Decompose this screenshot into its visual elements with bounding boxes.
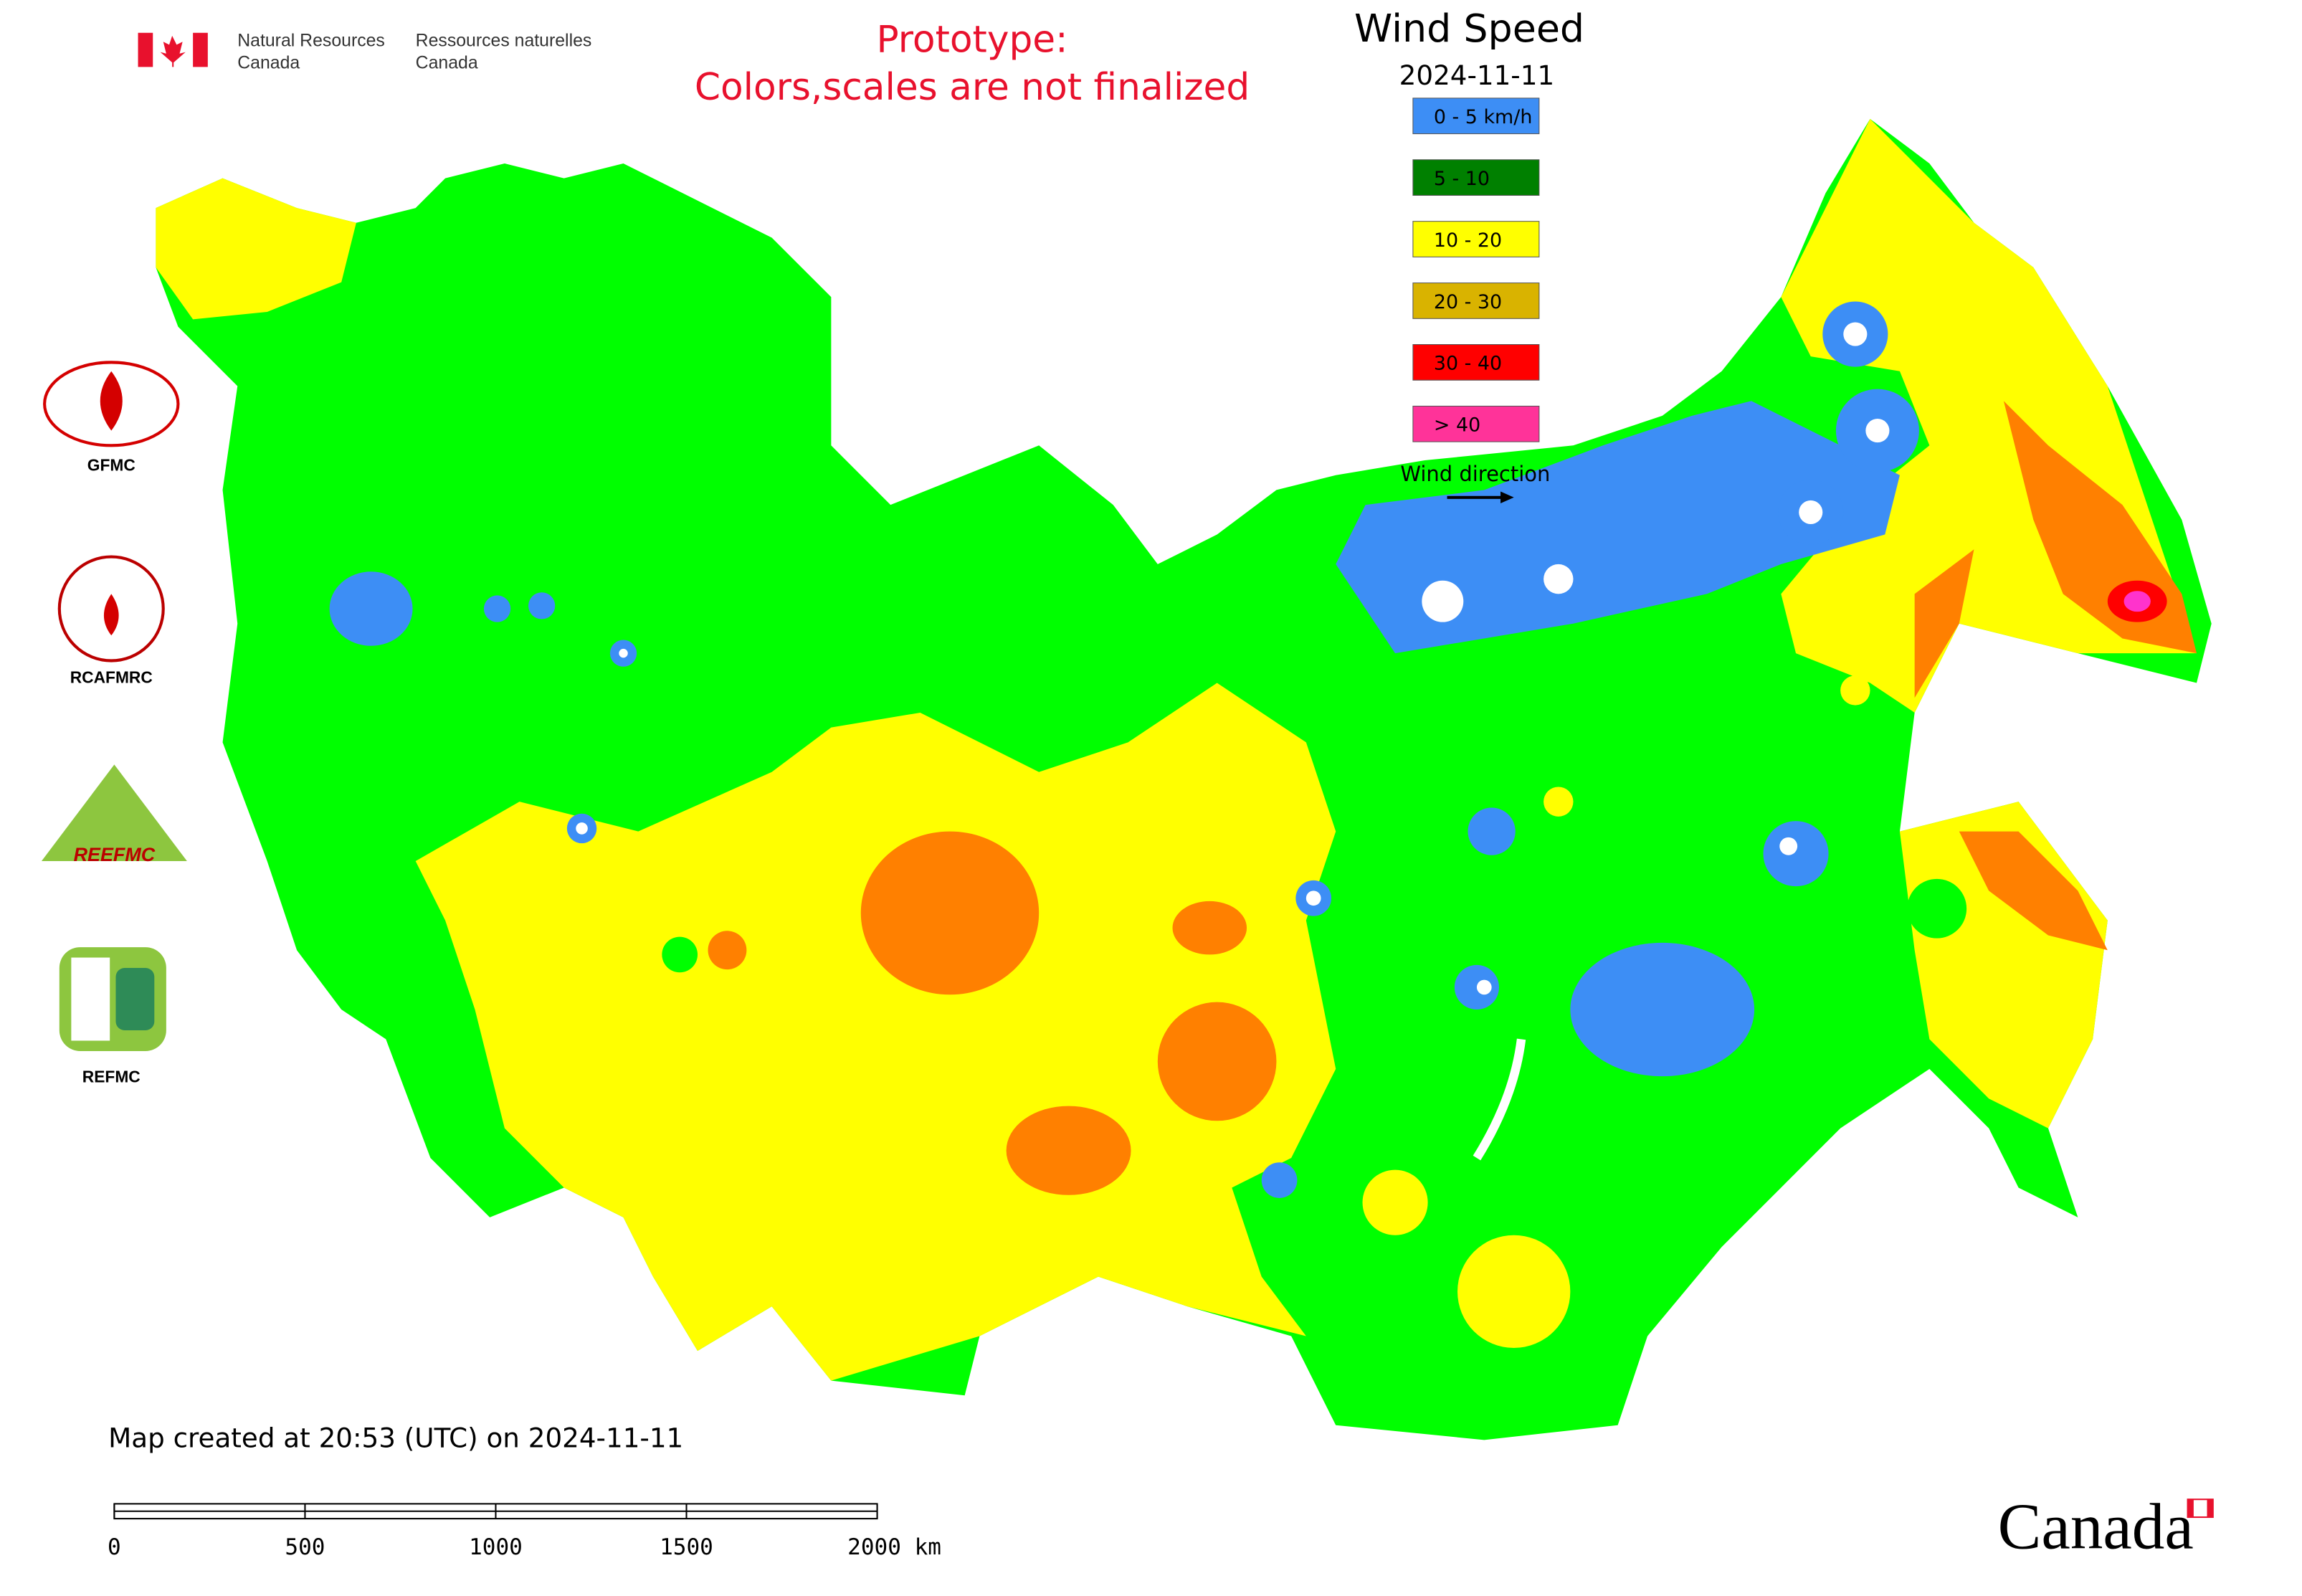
agency-en: Canada bbox=[237, 53, 300, 72]
logo-label: GFMC bbox=[87, 456, 135, 475]
wind-map bbox=[156, 118, 2212, 1440]
legend-swatch bbox=[1412, 344, 1540, 381]
logo-text: REEFMC bbox=[74, 844, 156, 865]
legend-label: 30 - 40 bbox=[1434, 353, 1502, 375]
notice: Colors,scales are not finalized bbox=[695, 66, 1250, 109]
legend-swatch bbox=[1412, 221, 1540, 257]
agency-fr: Ressources naturelles bbox=[416, 31, 592, 50]
scale-label: 1500 bbox=[660, 1534, 713, 1560]
legend-label: 0 - 5 km/h bbox=[1434, 106, 1533, 128]
logo-label: RCAFMRC bbox=[70, 668, 153, 687]
gov-signature: Natural Resources Canada Ressources natu… bbox=[138, 31, 592, 72]
legend-swatch bbox=[1412, 98, 1540, 135]
legend-label: > 40 bbox=[1434, 414, 1480, 437]
scale-label: 2000 km bbox=[847, 1534, 941, 1560]
legend-label: 20 - 30 bbox=[1434, 291, 1502, 313]
legend-date: 2024-11-11 bbox=[1399, 60, 1554, 91]
wind-arrow bbox=[1447, 491, 1514, 504]
wordmark: Canada bbox=[1998, 1491, 2194, 1563]
legend-label: 10 - 20 bbox=[1434, 229, 1502, 252]
logo-gfmc: GFMC bbox=[43, 361, 180, 475]
notice: Prototype: bbox=[876, 19, 1067, 62]
logo-label: REFMC bbox=[82, 1067, 141, 1086]
logo-rcafmrc: RCAFMRC bbox=[57, 555, 165, 687]
scale-bar: 0 500 1000 1500 2000 km bbox=[108, 1503, 941, 1560]
legend-swatch bbox=[1412, 405, 1540, 442]
scale-label: 0 bbox=[108, 1534, 121, 1560]
wind-direction-label: Wind direction bbox=[1400, 462, 1550, 486]
scale-label: 1000 bbox=[469, 1534, 523, 1560]
legend-label: 5 - 10 bbox=[1434, 168, 1490, 190]
scale-label: 500 bbox=[285, 1534, 325, 1560]
legend-title: Wind Speed bbox=[1354, 6, 1584, 51]
agency-fr: Canada bbox=[416, 53, 478, 72]
logo-reefmc: REEFMC bbox=[41, 764, 187, 865]
agency-en: Natural Resources bbox=[237, 31, 385, 50]
created-note: Map created at 20:53 (UTC) on 2024-11-11 bbox=[108, 1422, 683, 1454]
legend: 0 - 5 km/h 5 - 10 10 - 20 20 - 30 30 - 40 > 4… bbox=[1412, 98, 1540, 442]
canada-wordmark: Canada bbox=[1998, 1491, 2214, 1563]
legend-swatch bbox=[1412, 282, 1540, 319]
logo-refmc: REFMC bbox=[59, 947, 166, 1086]
legend-swatch bbox=[1412, 159, 1540, 196]
